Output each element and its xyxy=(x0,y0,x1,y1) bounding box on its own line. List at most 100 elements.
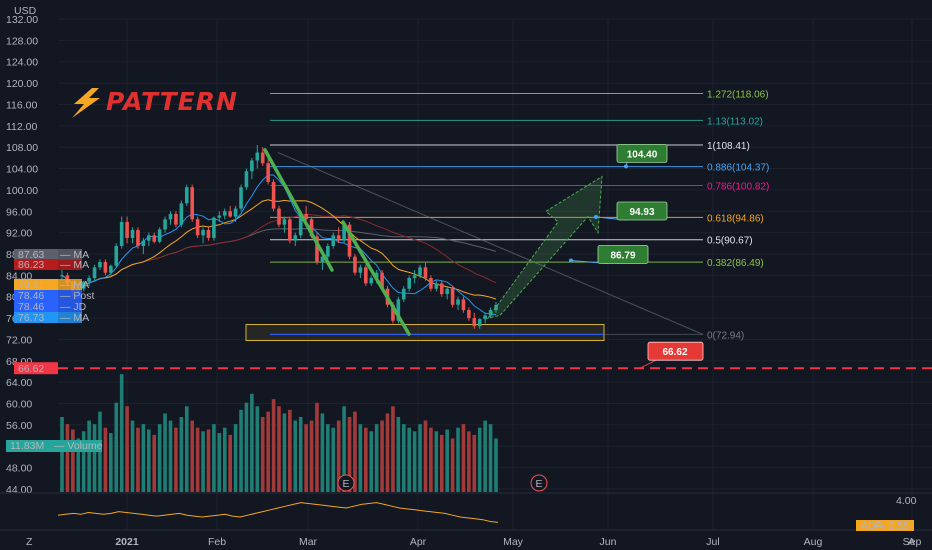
volume-bar xyxy=(239,409,243,492)
volume-tag-bg xyxy=(6,440,102,452)
candle-body xyxy=(342,224,346,241)
volume-bar xyxy=(179,417,184,492)
volume-bar xyxy=(445,429,449,492)
y-tick-label: 132.00 xyxy=(6,14,38,26)
candle-body xyxy=(304,213,308,220)
volume-bar xyxy=(201,431,205,492)
price-tag-value-bg xyxy=(14,279,58,290)
candle-body xyxy=(190,187,194,220)
candle-body xyxy=(401,288,406,300)
candle-body xyxy=(445,288,449,295)
candle-body xyxy=(347,224,352,257)
volume-bar xyxy=(222,427,227,492)
volume-bar xyxy=(472,434,477,492)
candle-body xyxy=(239,187,243,209)
y-tick-label: 44.00 xyxy=(6,484,32,496)
volume-bar xyxy=(369,431,374,492)
candle-body xyxy=(168,213,173,220)
ma-line-fast xyxy=(61,174,497,316)
y-tick-label: 96.00 xyxy=(6,206,32,218)
price-tag-value: 87.63 xyxy=(18,249,44,261)
candle-body xyxy=(179,203,184,225)
volume-bar xyxy=(298,417,303,492)
candle-body xyxy=(483,315,487,320)
volume-bar xyxy=(380,420,384,492)
volume-bar xyxy=(103,427,108,492)
candle-body xyxy=(418,267,422,276)
candle-body xyxy=(298,213,303,236)
volume-tag-value: 11.83M xyxy=(10,440,44,452)
volume-bar xyxy=(168,420,173,492)
volume-bar xyxy=(336,420,341,492)
candle-body xyxy=(467,310,471,319)
volume-bar xyxy=(412,431,417,492)
y-tick-label: 116.00 xyxy=(6,99,37,111)
candle-body xyxy=(282,219,287,225)
target-box xyxy=(616,144,668,163)
x-axis: 2021 Feb Mar Apr May Jun Jul Aug Sep Z A xyxy=(0,529,932,548)
y-tick-label: 100.00 xyxy=(6,185,38,197)
volume-bar xyxy=(87,420,91,492)
price-tag-name: — MA xyxy=(60,249,89,261)
candle-body xyxy=(92,267,97,279)
volume-bar xyxy=(71,429,75,492)
volume-bar xyxy=(141,424,146,492)
volume-bar xyxy=(342,406,346,492)
candle-body xyxy=(233,208,238,217)
earnings-marker xyxy=(530,474,548,492)
volume-bar xyxy=(288,409,292,492)
candle-body xyxy=(391,304,395,321)
stop-tag-value: 66.62 xyxy=(18,363,44,375)
fib-label: 0.886(104.37) xyxy=(707,163,769,174)
volume-bar xyxy=(228,434,232,492)
volume-bar xyxy=(494,438,498,492)
y-tick-label: 60.00 xyxy=(6,399,32,411)
volume-bar xyxy=(136,427,140,492)
fib-label: 1.272(118.06) xyxy=(707,89,769,100)
candle-body xyxy=(456,299,460,305)
volume-bar xyxy=(277,406,281,492)
price-tag-name: — Post xyxy=(60,290,95,302)
volume-bar xyxy=(109,433,113,492)
candle-body xyxy=(119,221,124,246)
demand-zone-box xyxy=(245,324,605,342)
price-tag-value-bg xyxy=(14,249,58,260)
x-tick-label: Mar xyxy=(299,536,318,548)
candle-body xyxy=(320,256,325,263)
candle-body xyxy=(396,299,401,321)
candle-body xyxy=(81,281,86,289)
candle-body xyxy=(136,229,140,246)
price-tag-name: — MA xyxy=(60,259,89,271)
volume-bar xyxy=(212,424,216,492)
candle-body xyxy=(228,211,232,217)
volume-bar xyxy=(260,417,265,492)
y-tick-label: 64.00 xyxy=(6,377,32,389)
volume-bar xyxy=(114,402,119,492)
y-tick-label: 72.00 xyxy=(6,334,32,346)
stop-tag-bg xyxy=(14,362,58,375)
candle-body xyxy=(217,215,222,218)
volume-bar xyxy=(396,417,401,492)
price-tag-value-bg xyxy=(14,259,58,270)
fib-label: 1.13(113.02) xyxy=(707,116,763,127)
stop-box xyxy=(647,341,704,361)
price-tag-value: 76.73 xyxy=(18,312,44,324)
x-tick-label: 2021 xyxy=(115,536,139,548)
candle-body xyxy=(103,262,108,273)
volume-bar xyxy=(401,424,406,492)
lightning-bolt-icon xyxy=(72,88,100,118)
candle-body xyxy=(98,262,102,268)
candle-body xyxy=(141,240,146,246)
candle-body xyxy=(266,163,270,182)
volume-bar xyxy=(439,434,444,492)
volume-bar xyxy=(157,424,162,492)
volume-bar xyxy=(266,411,270,492)
volume-bar xyxy=(358,424,363,492)
candle-body xyxy=(336,235,341,241)
candle-body xyxy=(157,229,162,242)
fib-label: 0(72.94) xyxy=(707,330,744,341)
volume-bar xyxy=(163,413,167,492)
candle-body xyxy=(434,283,439,289)
candle-body xyxy=(206,229,211,238)
